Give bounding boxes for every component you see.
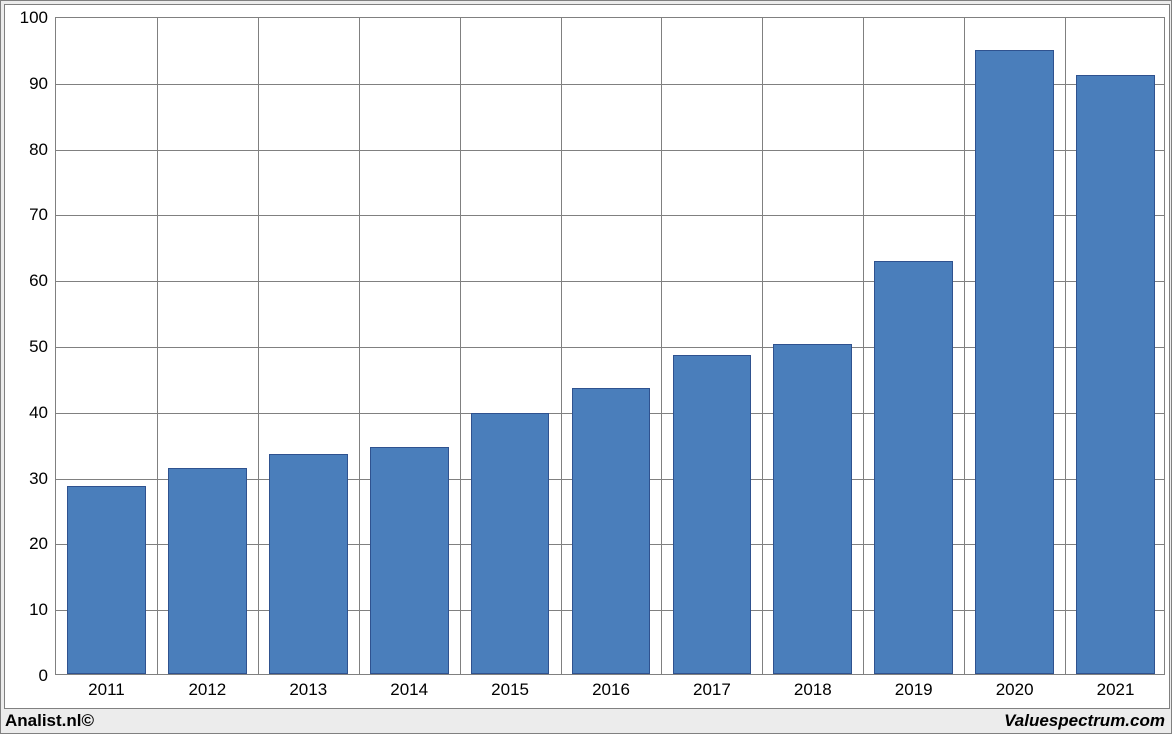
chart-outer-frame: 0 10 20 30 40 50 60 70 80 90 100 2011 2012 2013 2014 20… <box>0 0 1172 734</box>
x-tick-label: 2014 <box>390 674 428 700</box>
gridline-v <box>258 18 259 674</box>
bar <box>168 468 247 674</box>
plot-area: 0102030405060708090100201120122013201420… <box>55 17 1165 675</box>
gridline-v <box>863 18 864 674</box>
bar <box>673 355 752 674</box>
y-tick-label: 0 <box>39 666 56 686</box>
x-tick-label: 2020 <box>996 674 1034 700</box>
y-tick-label: 40 <box>29 403 56 423</box>
y-tick-label: 10 <box>29 600 56 620</box>
y-tick-label: 90 <box>29 74 56 94</box>
x-tick-label: 2015 <box>491 674 529 700</box>
gridline-v <box>661 18 662 674</box>
gridline-v <box>561 18 562 674</box>
chart-panel: 0 10 20 30 40 50 60 70 80 90 100 2011 2012 2013 2014 20… <box>4 4 1170 709</box>
x-tick-label: 2021 <box>1097 674 1135 700</box>
x-tick-label: 2016 <box>592 674 630 700</box>
y-tick-label: 50 <box>29 337 56 357</box>
x-tick-label: 2012 <box>188 674 226 700</box>
x-tick-label: 2019 <box>895 674 933 700</box>
y-tick-label: 80 <box>29 140 56 160</box>
gridline-v <box>157 18 158 674</box>
x-tick-label: 2013 <box>289 674 327 700</box>
bar <box>874 261 953 674</box>
y-tick-label: 30 <box>29 469 56 489</box>
bar <box>1076 75 1155 674</box>
gridline-v <box>460 18 461 674</box>
y-tick-label: 70 <box>29 205 56 225</box>
gridline-v <box>359 18 360 674</box>
gridline-v <box>1065 18 1066 674</box>
x-tick-label: 2017 <box>693 674 731 700</box>
y-tick-label: 100 <box>20 8 56 28</box>
bar <box>67 486 146 674</box>
bar <box>471 413 550 674</box>
x-tick-label: 2018 <box>794 674 832 700</box>
footer-left-credit: Analist.nl© <box>5 711 94 731</box>
y-tick-label: 60 <box>29 271 56 291</box>
gridline-v <box>762 18 763 674</box>
bar <box>773 344 852 674</box>
bar <box>975 50 1054 674</box>
gridline-v <box>964 18 965 674</box>
bar <box>572 388 651 674</box>
bar <box>269 454 348 674</box>
x-tick-label: 2011 <box>88 674 125 700</box>
footer-right-credit: Valuespectrum.com <box>1004 711 1165 731</box>
y-tick-label: 20 <box>29 534 56 554</box>
bar <box>370 447 449 674</box>
